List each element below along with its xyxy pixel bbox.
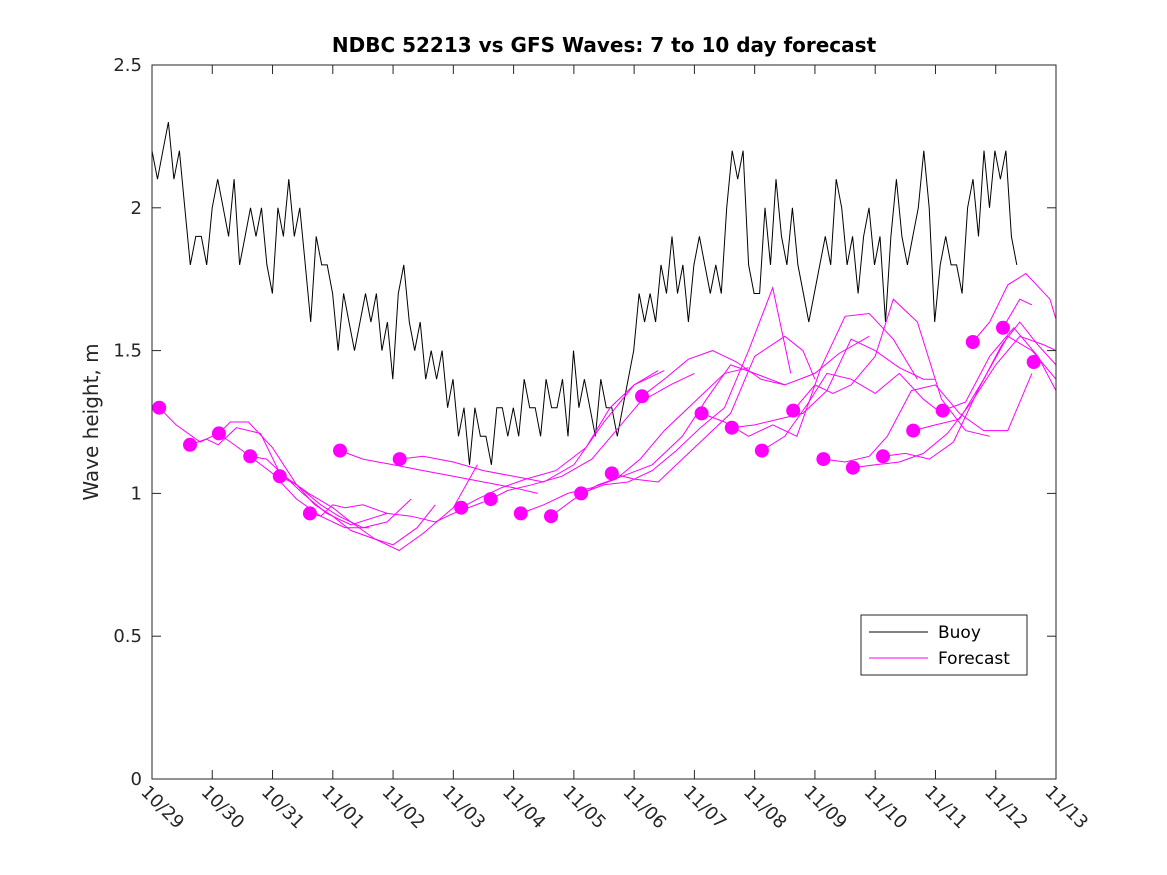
forecast-line-22 [913,335,1056,432]
y-tick-label: 2.5 [113,55,142,76]
forecast-point [694,406,709,421]
forecast-point [243,449,258,464]
y-tick-label: 0 [131,769,142,790]
forecast-line-9 [490,372,695,500]
forecast-point [816,452,831,467]
axes-box [151,64,1057,780]
forecast-line-23 [942,327,1056,412]
forecast-point [392,452,407,467]
forecast-point [604,466,619,481]
forecast-point [996,320,1010,335]
forecast-line-24 [972,272,1056,343]
forecast-line-5 [309,501,484,523]
forecast-line-17 [761,372,942,452]
forecast-point [906,423,921,438]
forecast-line-20 [852,335,1056,469]
y-axis-label: Wave height, m [79,343,103,500]
forecast-point [152,400,167,415]
forecast-point [876,449,890,464]
chart-title: NDBC 52213 vs GFS Waves: 7 to 10 day for… [332,33,877,57]
forecast-line-7 [399,370,665,483]
forecast-point [513,506,528,521]
forecast-point [635,389,649,404]
forecast-point [483,492,498,507]
forecast-point [754,443,769,458]
forecast-line-6 [339,450,538,494]
legend-buoy-label: Buoy [938,623,981,643]
forecast-line-16 [731,338,936,429]
forecast-line-13 [611,335,816,483]
forecast-line-25 [1002,298,1033,329]
forecast-line-21 [882,321,1056,460]
plot-area [152,122,1056,552]
y-tick-label: 0.5 [113,626,142,647]
forecast-point [302,506,317,521]
forecast-point [183,437,197,452]
forecast-line-18 [792,298,990,437]
forecast-line-1 [189,427,388,526]
forecast-line-12 [580,286,792,494]
buoy-line [152,122,1018,465]
legend-forecast-label: Forecast [938,649,1010,669]
forecast-line-10 [520,367,749,514]
forecast-point [333,443,347,458]
forecast-point [454,500,469,515]
forecast-line-14 [641,335,870,397]
forecast-point [786,403,801,418]
forecast-point [544,509,558,524]
forecast-point [845,460,860,475]
forecast-point [574,486,589,501]
forecast-point [211,426,226,441]
forecast-point [272,469,287,484]
y-tick-label: 2 [131,198,142,219]
legend: Buoy Forecast [860,614,1028,676]
forecast-line-0 [158,407,369,529]
series-group [152,122,1056,552]
forecast-line-3 [250,455,436,546]
forecast-line-2 [218,421,412,529]
y-tick-label: 1.5 [113,341,142,362]
forecast-point [965,335,980,349]
forecast-point [724,420,739,435]
forecast-point [1026,355,1041,369]
forecast-line-19 [823,373,1033,463]
legend-box [860,614,1028,676]
forecast-point [935,403,950,418]
y-tick-label: 1 [131,483,142,504]
